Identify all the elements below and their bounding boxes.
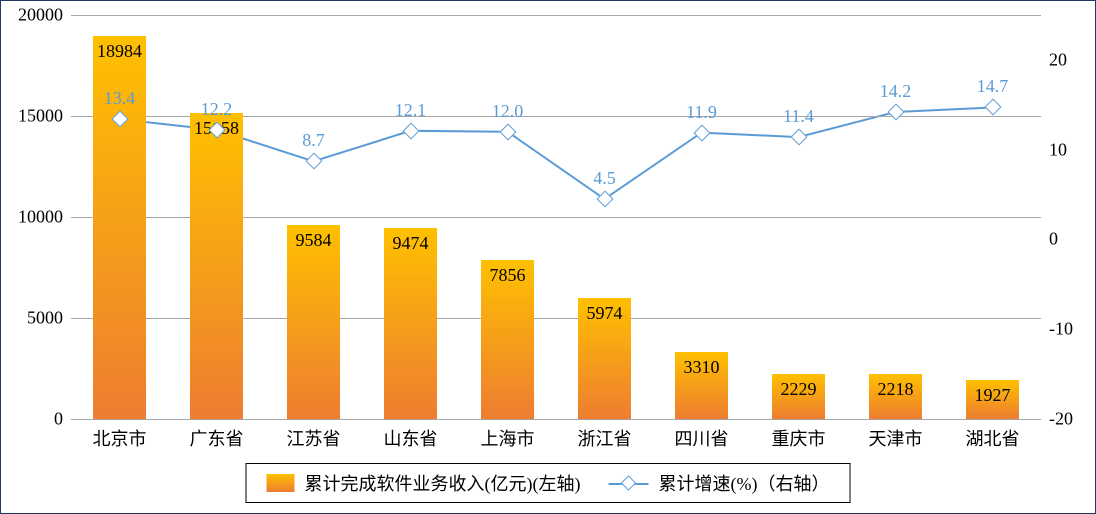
y-tick-right: -20 [1041, 409, 1073, 430]
y-tick-left: 10000 [18, 207, 71, 228]
x-tick: 湖北省 [966, 419, 1020, 451]
diamond-marker-icon [790, 129, 807, 146]
x-tick: 广东省 [190, 419, 244, 451]
line-value-label: 13.4 [104, 88, 136, 109]
bar-value-label: 1927 [975, 385, 1011, 406]
legend-item-line: 累计增速(%)（右轴） [609, 470, 830, 496]
y-tick-left: 15000 [18, 106, 71, 127]
y-tick-right: 10 [1041, 139, 1067, 160]
line-value-label: 12.0 [492, 101, 524, 122]
diamond-marker-icon [621, 475, 637, 491]
chart-container: 0 5000 10000 15000 20000 -20 -10 0 10 20 北京市 18984 广… [0, 0, 1096, 514]
y-tick-left: 5000 [27, 308, 71, 329]
x-tick: 山东省 [384, 419, 438, 451]
legend-swatch-line [609, 474, 649, 492]
legend: 累计完成软件业务收入(亿元)(左轴) 累计增速(%)（右轴） [246, 463, 851, 503]
gridline [71, 15, 1041, 16]
line-value-label: 14.2 [880, 81, 912, 102]
x-tick: 上海市 [481, 419, 535, 451]
y-tick-right: 0 [1041, 229, 1058, 250]
line-value-label: 14.7 [977, 76, 1009, 97]
bar-value-label: 2218 [878, 379, 914, 400]
y-tick-left: 0 [54, 409, 71, 430]
y-tick-left: 20000 [18, 5, 71, 26]
bar [384, 228, 437, 419]
bar-value-label: 7856 [490, 265, 526, 286]
diamond-marker-icon [596, 191, 613, 208]
diamond-marker-icon [887, 103, 904, 120]
y-tick-right: -10 [1041, 319, 1073, 340]
line-value-label: 11.9 [686, 102, 717, 123]
bar-value-label: 5974 [587, 303, 623, 324]
line-value-label: 12.2 [201, 99, 233, 120]
diamond-marker-icon [402, 122, 419, 139]
bar [287, 225, 340, 419]
legend-label-bars: 累计完成软件业务收入(亿元)(左轴) [305, 470, 581, 496]
x-tick: 江苏省 [287, 419, 341, 451]
x-tick: 天津市 [869, 419, 923, 451]
line-value-label: 4.5 [593, 168, 616, 189]
bar-value-label: 3310 [684, 357, 720, 378]
x-tick: 北京市 [93, 419, 147, 451]
bar-value-label: 18984 [97, 41, 142, 62]
diamond-marker-icon [984, 99, 1001, 116]
bar-value-label: 2229 [781, 379, 817, 400]
diamond-marker-icon [499, 123, 516, 140]
plot-area: 05000100001500020000-20-1001020北京市18984广… [71, 15, 1041, 419]
y-tick-right: 20 [1041, 49, 1067, 70]
diamond-marker-icon [305, 153, 322, 170]
bar-value-label: 9584 [296, 230, 332, 251]
line-value-label: 8.7 [302, 130, 325, 151]
x-tick: 四川省 [675, 419, 729, 451]
bar-value-label: 9474 [393, 233, 429, 254]
legend-item-bars: 累计完成软件业务收入(亿元)(左轴) [267, 470, 581, 496]
bar [190, 113, 243, 419]
x-tick: 重庆市 [772, 419, 826, 451]
legend-swatch-bar [267, 474, 295, 492]
x-tick: 浙江省 [578, 419, 632, 451]
legend-label-line: 累计增速(%)（右轴） [659, 470, 830, 496]
diamond-marker-icon [693, 124, 710, 141]
line-value-label: 12.1 [395, 100, 427, 121]
line-value-label: 11.4 [783, 106, 814, 127]
